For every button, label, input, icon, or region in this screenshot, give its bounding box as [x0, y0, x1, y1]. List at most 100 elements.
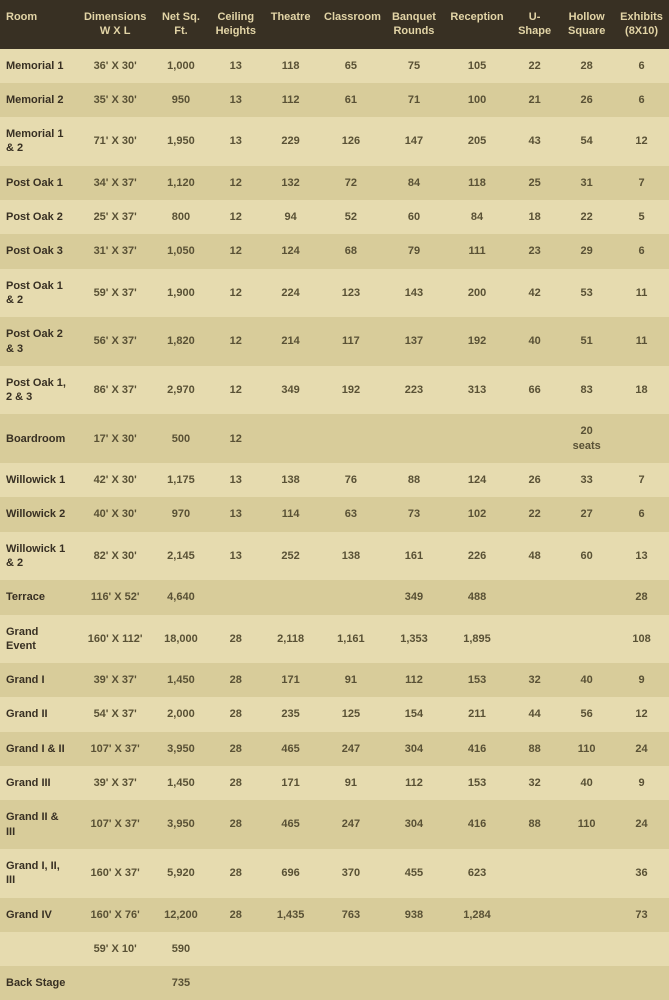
- col-header-reception: Reception: [444, 0, 510, 49]
- cell-reception: 102: [444, 497, 510, 531]
- cell-reception: 153: [444, 766, 510, 800]
- col-header-ceiling: Ceiling Heights: [208, 0, 263, 49]
- cell-hollow: [559, 615, 614, 664]
- cell-room: Willowick 1: [0, 463, 77, 497]
- cell-room: Post Oak 2: [0, 200, 77, 234]
- cell-reception: 84: [444, 200, 510, 234]
- cell-sqft: 5,920: [154, 849, 209, 898]
- cell-hollow: 26: [559, 83, 614, 117]
- cell-exhibits: 108: [614, 615, 669, 664]
- cell-classroom: [318, 414, 384, 463]
- cell-banquet: 147: [384, 117, 444, 166]
- cell-banquet: [384, 932, 444, 966]
- cell-classroom: 91: [318, 663, 384, 697]
- cell-dimensions: 71' X 30': [77, 117, 154, 166]
- cell-ushape: [510, 966, 559, 1000]
- cell-hollow: 40: [559, 766, 614, 800]
- table-row: Willowick 142' X 30'1,175131387688124263…: [0, 463, 669, 497]
- cell-theatre: 214: [263, 317, 318, 366]
- cell-banquet: 88: [384, 463, 444, 497]
- cell-banquet: 143: [384, 269, 444, 318]
- cell-ceiling: 28: [208, 800, 263, 849]
- table-header: RoomDimensions W X LNet Sq. Ft.Ceiling H…: [0, 0, 669, 49]
- capacity-table: RoomDimensions W X LNet Sq. Ft.Ceiling H…: [0, 0, 669, 1000]
- col-header-dimensions: Dimensions W X L: [77, 0, 154, 49]
- cell-ushape: [510, 615, 559, 664]
- cell-reception: 105: [444, 49, 510, 83]
- cell-theatre: 349: [263, 366, 318, 415]
- cell-reception: 200: [444, 269, 510, 318]
- cell-sqft: 1,900: [154, 269, 209, 318]
- cell-sqft: 12,200: [154, 898, 209, 932]
- cell-exhibits: 11: [614, 269, 669, 318]
- cell-reception: 100: [444, 83, 510, 117]
- table-row: Grand II & III107' X 37'3,95028465247304…: [0, 800, 669, 849]
- cell-banquet: 84: [384, 166, 444, 200]
- cell-classroom: 52: [318, 200, 384, 234]
- cell-dimensions: 160' X 76': [77, 898, 154, 932]
- cell-exhibits: 5: [614, 200, 669, 234]
- cell-hollow: 20 seats: [559, 414, 614, 463]
- cell-ceiling: 28: [208, 663, 263, 697]
- cell-hollow: [559, 898, 614, 932]
- cell-classroom: 72: [318, 166, 384, 200]
- cell-ceiling: 28: [208, 615, 263, 664]
- cell-classroom: [318, 932, 384, 966]
- cell-room: Post Oak 1 & 2: [0, 269, 77, 318]
- cell-room: Back Stage: [0, 966, 77, 1000]
- table-row: Grand III39' X 37'1,45028171911121533240…: [0, 766, 669, 800]
- cell-ceiling: 12: [208, 317, 263, 366]
- cell-banquet: [384, 414, 444, 463]
- cell-reception: 118: [444, 166, 510, 200]
- cell-reception: 226: [444, 532, 510, 581]
- cell-banquet: 304: [384, 732, 444, 766]
- cell-ceiling: [208, 580, 263, 614]
- cell-banquet: 75: [384, 49, 444, 83]
- cell-ushape: 26: [510, 463, 559, 497]
- cell-sqft: 3,950: [154, 800, 209, 849]
- cell-room: Grand I & II: [0, 732, 77, 766]
- cell-ushape: 25: [510, 166, 559, 200]
- cell-room: Grand IV: [0, 898, 77, 932]
- cell-dimensions: 82' X 30': [77, 532, 154, 581]
- cell-sqft: 970: [154, 497, 209, 531]
- cell-ushape: 66: [510, 366, 559, 415]
- cell-theatre: [263, 414, 318, 463]
- cell-classroom: 76: [318, 463, 384, 497]
- cell-classroom: 247: [318, 732, 384, 766]
- cell-ushape: 40: [510, 317, 559, 366]
- cell-ceiling: 28: [208, 898, 263, 932]
- cell-ushape: 48: [510, 532, 559, 581]
- cell-classroom: 117: [318, 317, 384, 366]
- cell-room: [0, 932, 77, 966]
- cell-hollow: 83: [559, 366, 614, 415]
- cell-exhibits: 28: [614, 580, 669, 614]
- cell-classroom: 763: [318, 898, 384, 932]
- cell-ceiling: 28: [208, 732, 263, 766]
- cell-classroom: 126: [318, 117, 384, 166]
- table-row: Terrace116' X 52'4,64034948828: [0, 580, 669, 614]
- table-row: Willowick 1 & 282' X 30'2,14513252138161…: [0, 532, 669, 581]
- cell-exhibits: 13: [614, 532, 669, 581]
- cell-ceiling: 12: [208, 166, 263, 200]
- cell-ceiling: 13: [208, 463, 263, 497]
- cell-dimensions: 160' X 37': [77, 849, 154, 898]
- cell-classroom: 68: [318, 234, 384, 268]
- cell-hollow: 31: [559, 166, 614, 200]
- cell-sqft: 2,970: [154, 366, 209, 415]
- cell-theatre: [263, 966, 318, 1000]
- cell-hollow: 60: [559, 532, 614, 581]
- cell-ushape: 21: [510, 83, 559, 117]
- cell-banquet: 73: [384, 497, 444, 531]
- cell-banquet: 60: [384, 200, 444, 234]
- cell-theatre: 696: [263, 849, 318, 898]
- cell-hollow: 22: [559, 200, 614, 234]
- cell-dimensions: 39' X 37': [77, 766, 154, 800]
- cell-room: Grand III: [0, 766, 77, 800]
- table-row: Boardroom17' X 30'5001220 seats: [0, 414, 669, 463]
- cell-theatre: 171: [263, 663, 318, 697]
- cell-dimensions: 17' X 30': [77, 414, 154, 463]
- cell-classroom: 138: [318, 532, 384, 581]
- cell-banquet: 154: [384, 697, 444, 731]
- cell-ceiling: 13: [208, 83, 263, 117]
